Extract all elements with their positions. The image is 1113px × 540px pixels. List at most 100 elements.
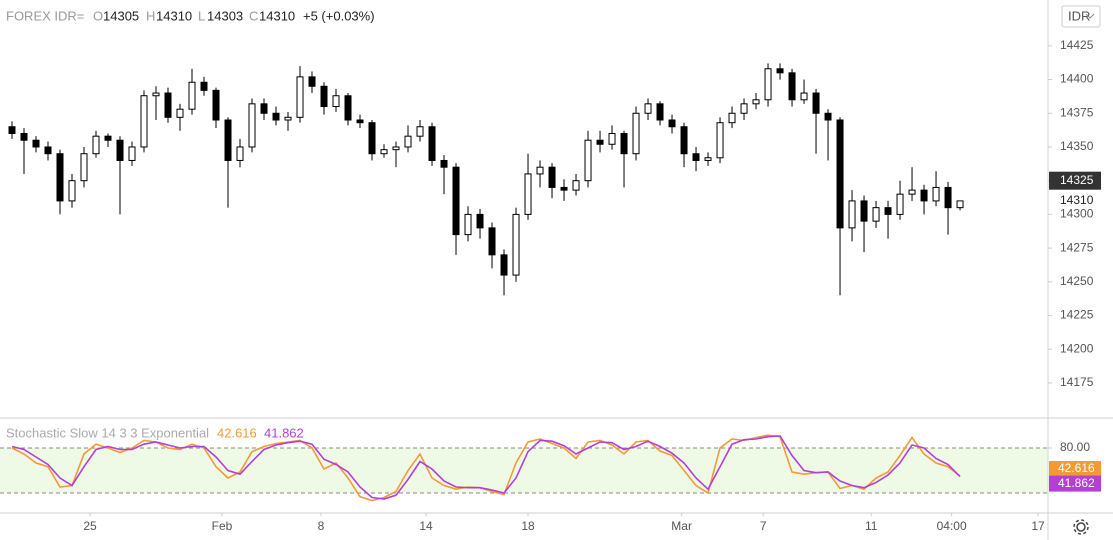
- currency[interactable]: IDR: [1068, 8, 1090, 23]
- ohlc-letter: O: [93, 8, 103, 23]
- candle-body: [284, 116, 292, 121]
- candle-body: [500, 254, 508, 276]
- dropdown-icon: [1085, 13, 1095, 19]
- price-marker: [1049, 171, 1101, 190]
- candle-body: [20, 132, 28, 141]
- candle-body: [152, 92, 160, 97]
- x-tick-label: 8: [318, 519, 325, 533]
- indicator-value: 41.862: [264, 425, 304, 440]
- candle-body: [548, 166, 556, 188]
- candle-body: [32, 139, 40, 148]
- x-tick-label: 25: [83, 519, 97, 533]
- candle-body: [428, 126, 436, 161]
- candle-body: [140, 95, 148, 148]
- candle-body: [560, 186, 568, 191]
- candle-body: [896, 193, 904, 215]
- candle-body: [92, 135, 100, 155]
- candle-body: [344, 95, 352, 121]
- candle-body: [212, 89, 220, 121]
- candle-body: [200, 81, 208, 91]
- candle-body: [416, 126, 424, 137]
- y-tick-label: 80.00: [1060, 440, 1090, 454]
- candle-body: [944, 186, 952, 209]
- ohlc-letter: H: [146, 8, 155, 23]
- x-tick-label: Feb: [212, 519, 233, 533]
- currency-button[interactable]: [1061, 5, 1101, 28]
- candle-body: [80, 153, 88, 182]
- ohlc-value: 14310: [259, 8, 295, 23]
- candle-body: [392, 146, 400, 151]
- x-tick-label: 17: [1031, 519, 1045, 533]
- candles: [8, 63, 964, 296]
- candle-body: [764, 68, 772, 101]
- candle-body: [452, 166, 460, 236]
- candle-body: [584, 139, 592, 182]
- change: +5 (+0.03%): [303, 8, 375, 23]
- y-tick-label: 14400: [1060, 72, 1094, 86]
- ohlc-value: 14303: [207, 8, 243, 23]
- candle-body: [932, 186, 940, 202]
- y-tick-label: 14425: [1060, 38, 1094, 52]
- y-tick-label: 14350: [1060, 139, 1094, 153]
- candle-body: [668, 119, 676, 128]
- candle-body: [860, 200, 868, 222]
- stochastic: [0, 434, 1048, 502]
- x-tick-label: 04:00: [937, 519, 967, 533]
- symbol: FOREX IDR=: [6, 8, 84, 23]
- candle-body: [236, 146, 244, 161]
- value-box-label: 41.862: [1058, 476, 1095, 490]
- candle-body: [332, 95, 340, 108]
- y-tick-label: 14300: [1060, 207, 1094, 221]
- price-marker: [1049, 192, 1101, 209]
- candle-body: [740, 103, 748, 114]
- candle-body: [308, 76, 316, 87]
- candle-body: [632, 112, 640, 155]
- candle-body: [188, 81, 196, 110]
- candle-body: [104, 135, 112, 141]
- candle-body: [824, 112, 832, 121]
- settings-icon[interactable]: [1073, 519, 1089, 535]
- y-tick-label: 14250: [1060, 274, 1094, 288]
- value-box-label: 42.616: [1058, 461, 1095, 475]
- candle-body: [56, 153, 64, 202]
- candle-body: [536, 166, 544, 175]
- y-tick-label: 14275: [1060, 240, 1094, 254]
- candle-body: [572, 180, 580, 191]
- candle-body: [800, 92, 808, 101]
- candle-body: [272, 112, 280, 121]
- candle-body: [380, 149, 388, 155]
- candle-body: [776, 68, 784, 74]
- x-tick-label: 14: [419, 519, 433, 533]
- y-tick-label: 14375: [1060, 105, 1094, 119]
- candle-body: [248, 103, 256, 148]
- candle-body: [368, 122, 376, 155]
- candle-body: [680, 126, 688, 155]
- candle-body: [8, 126, 16, 134]
- candle-body: [356, 119, 364, 124]
- stoch-band: [0, 447, 1048, 493]
- y-tick-label: 14225: [1060, 308, 1094, 322]
- candle-body: [116, 139, 124, 161]
- candle-body: [956, 200, 964, 209]
- y-tick-label: 14200: [1060, 341, 1094, 355]
- candle-body: [716, 122, 724, 159]
- x-tick-label: Mar: [671, 519, 692, 533]
- candle-body: [620, 132, 628, 155]
- candle-body: [68, 180, 76, 202]
- y-tick-label: 14175: [1060, 375, 1094, 389]
- candle-body: [728, 112, 736, 124]
- indicator-title: Stochastic Slow 14 3 3 Exponential: [6, 425, 209, 440]
- candle-body: [320, 85, 328, 108]
- candle-body: [848, 200, 856, 229]
- candle-body: [884, 207, 892, 215]
- candle-body: [872, 207, 880, 222]
- ohlc-letter: C: [249, 8, 258, 23]
- candle-body: [440, 159, 448, 168]
- candle-body: [596, 139, 604, 145]
- candle-body: [488, 227, 496, 256]
- candle-body: [908, 189, 916, 195]
- candle-body: [644, 103, 652, 114]
- candle-body: [704, 157, 712, 161]
- indicator-value: 42.616: [217, 425, 257, 440]
